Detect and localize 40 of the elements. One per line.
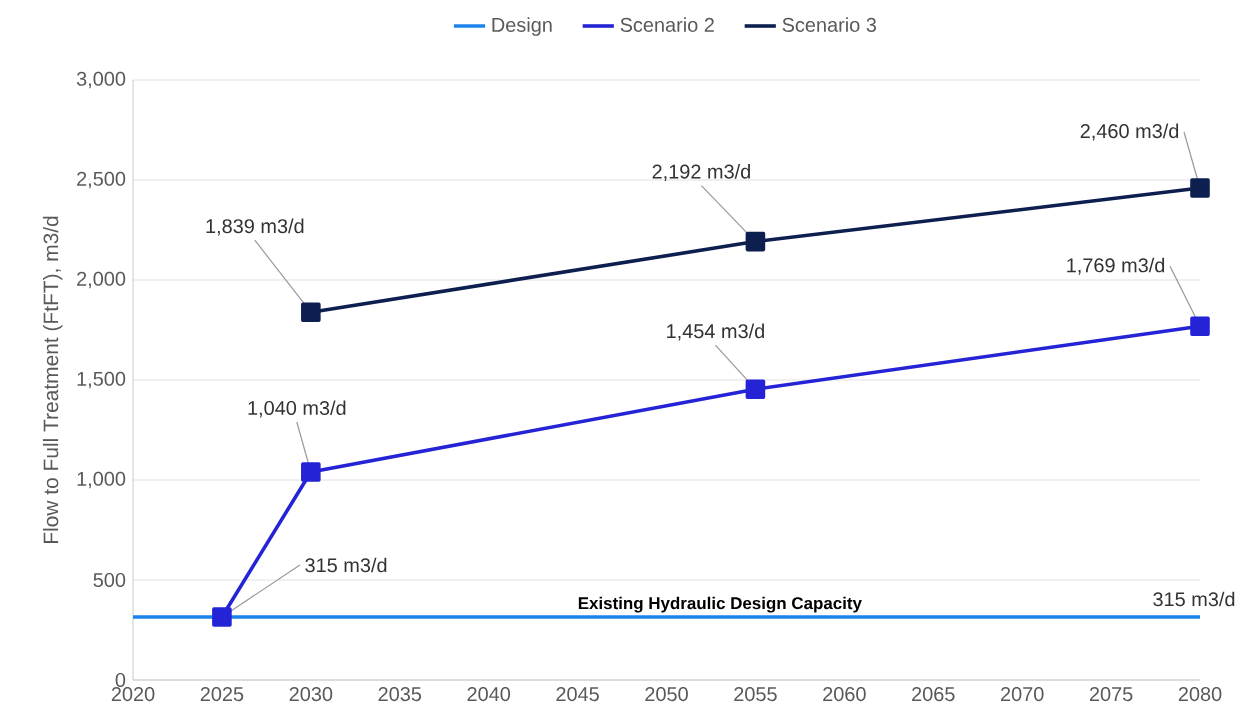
- point: [1190, 316, 1210, 336]
- y-tick-label: 1,500: [77, 371, 126, 389]
- x-tick-label: 2040: [467, 687, 511, 702]
- point: [745, 379, 766, 399]
- annotation: Existing Hydraulic Design Capacity: [578, 596, 862, 613]
- data-label: 315 m3/d: [1153, 591, 1235, 607]
- y-tick-label: 500: [93, 572, 126, 588]
- point: [301, 302, 321, 322]
- point: [212, 607, 232, 627]
- y-tick-label: 1,000: [77, 471, 126, 489]
- y-tick-label: 2,000: [77, 271, 126, 289]
- data-label: 2,192 m3/d: [652, 164, 750, 182]
- y-tick-label: 3,000: [76, 71, 126, 89]
- legend-label: Design: [492, 17, 552, 36]
- x-tick-label: 2070: [1001, 687, 1044, 702]
- data-label: 2,460 m3/d: [1080, 123, 1179, 141]
- legend-label: Scenario 2: [620, 17, 714, 32]
- x-tick-label: 2050: [645, 687, 688, 702]
- point: [301, 462, 321, 482]
- x-tick-label: 2025: [200, 687, 244, 702]
- x-tick-label: 2060: [823, 687, 866, 702]
- x-tick-label: 2055: [734, 687, 777, 702]
- point: [1190, 178, 1210, 198]
- x-tick-label: 2020: [111, 687, 155, 702]
- x-tick-label: 2075: [1089, 687, 1133, 702]
- x-tick-label: 2065: [912, 687, 955, 702]
- data-label: 1,769 m3/d: [1067, 257, 1165, 275]
- x-tick-label: 2080: [1178, 687, 1222, 702]
- data-label: 1,454 m3/d: [667, 323, 764, 341]
- data-label: 1,040 m3/d: [248, 400, 346, 418]
- x-tick-label: 2045: [556, 687, 599, 702]
- y-axis-title: Flow to Full Treatment (FtFT), m3/d: [42, 216, 63, 543]
- data-label: 315 m3/d: [305, 557, 387, 573]
- x-tick-label: 2035: [378, 687, 422, 702]
- y-tick-label: 0: [115, 672, 126, 688]
- x-tick-label: 2030: [289, 687, 333, 702]
- legend-label: Scenario 3: [782, 17, 876, 32]
- y-tick-label: 2,500: [77, 171, 126, 189]
- data-label: 1,839 m3/d: [206, 218, 304, 236]
- point: [745, 231, 766, 252]
